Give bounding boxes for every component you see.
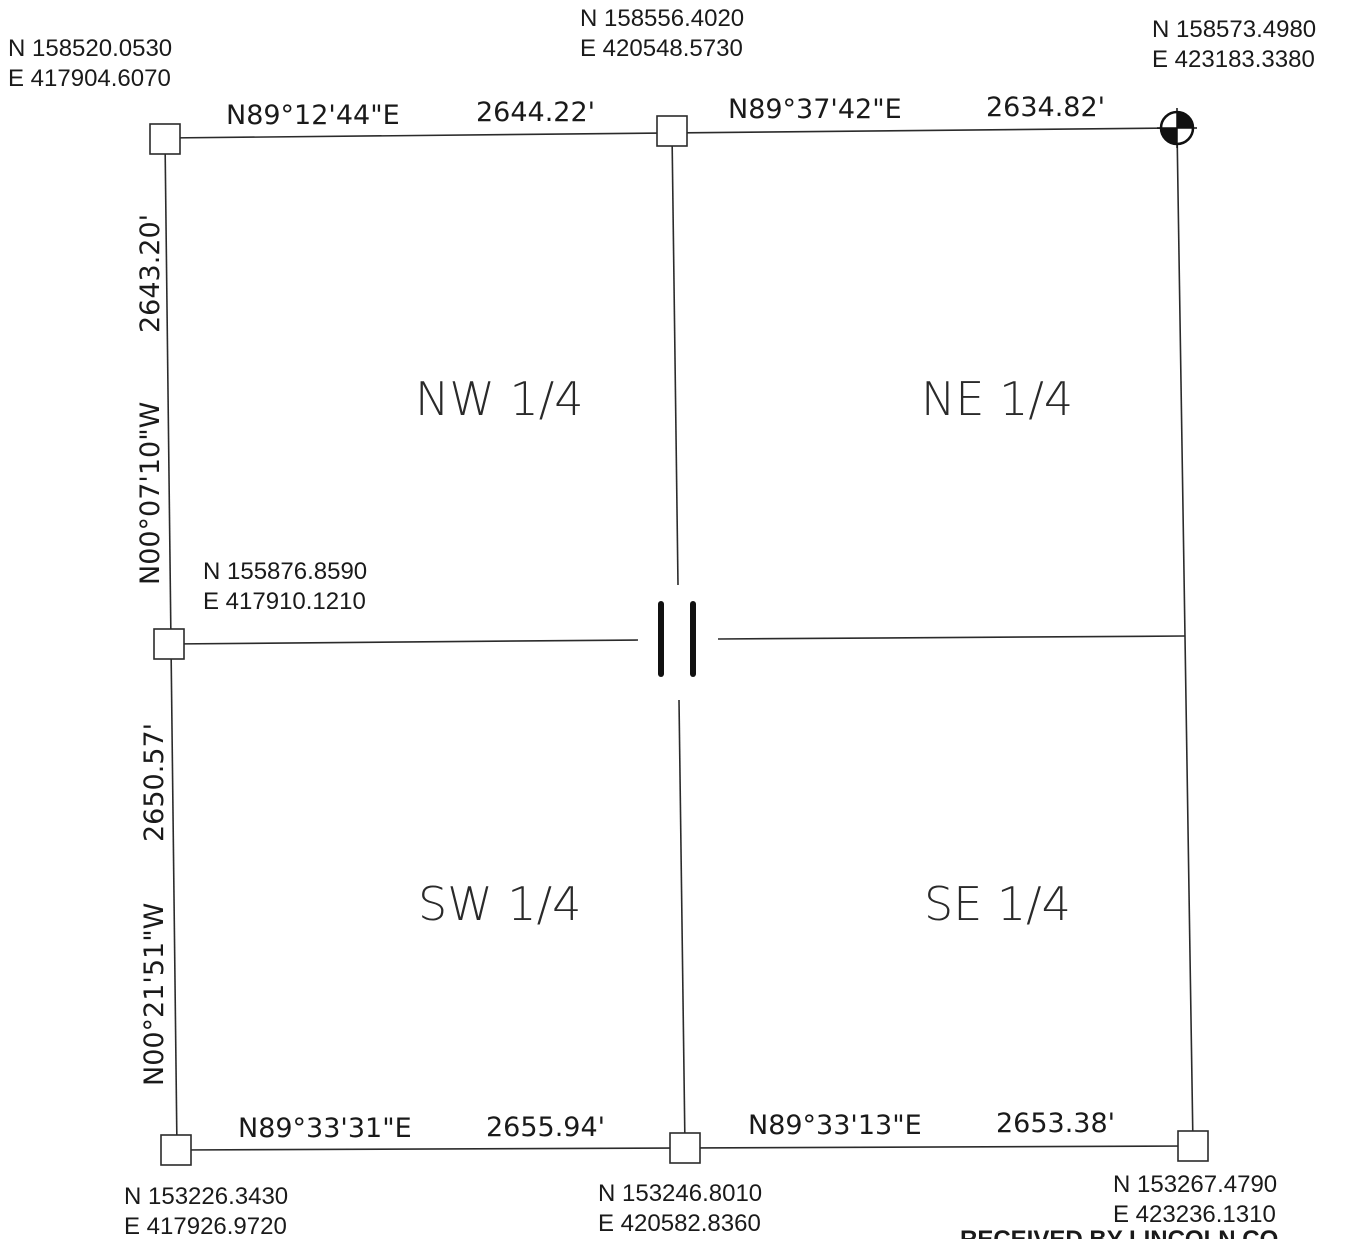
square-monument-icon: [153, 628, 185, 660]
w-quarter-easting: E 417910.1210: [203, 588, 366, 615]
west-north-bearing: N00°07'10"W: [135, 402, 166, 585]
n-quarter-easting: E 420548.5730: [580, 35, 743, 62]
s-quarter-easting: E 420582.8360: [598, 1210, 761, 1237]
south-west-distance: 2655.94': [486, 1112, 605, 1143]
south-east-distance: 2653.38': [996, 1108, 1115, 1139]
midline-south-segment: [678, 699, 686, 1149]
north-east-distance: 2634.82': [986, 92, 1105, 123]
midline-north-segment: [671, 131, 679, 586]
nw-corner-northing: N 158520.0530: [8, 35, 172, 62]
sw-corner-northing: N 153226.3430: [124, 1183, 288, 1210]
square-monument-icon: [669, 1132, 701, 1164]
north-west-bearing: N89°12'44"E: [226, 100, 400, 131]
south-west-bearing: N89°33'31"E: [238, 1113, 412, 1144]
south-east-bearing: N89°33'13"E: [748, 1110, 922, 1141]
s-quarter-northing: N 153246.8010: [598, 1180, 762, 1207]
ne-corner-northing: N 158573.4980: [1152, 16, 1316, 43]
north-east-bearing: N89°37'42"E: [728, 94, 902, 125]
nw-corner-easting: E 417904.6070: [8, 65, 171, 92]
w-quarter-northing: N 155876.8590: [203, 558, 367, 585]
square-monument-icon: [160, 1134, 192, 1166]
section-lines: [164, 127, 1194, 1151]
midline-east-segment: [717, 635, 1186, 640]
west-north-distance: 2643.20': [135, 214, 166, 333]
nw-quarter-label: NW 1/4: [415, 372, 584, 426]
north-west-distance: 2644.22': [476, 97, 595, 128]
west-south-bearing: N00°21'51"W: [139, 903, 170, 1086]
survey-control-point-icon: [1157, 108, 1197, 148]
se-corner-northing: N 153267.4790: [1113, 1171, 1277, 1198]
ne-quarter-label: NE 1/4: [921, 372, 1073, 426]
sw-quarter-label: SW 1/4: [418, 877, 581, 931]
se-corner-easting: E 423236.1310: [1113, 1201, 1276, 1228]
square-monument-icon: [1177, 1130, 1209, 1162]
section-center-marker-icon: [658, 601, 696, 677]
sw-corner-easting: E 417926.9720: [124, 1213, 287, 1239]
square-monument-icon: [149, 123, 181, 155]
west-south-distance: 2650.57': [139, 723, 170, 842]
midline-west-segment: [168, 639, 639, 645]
east-line: [1176, 127, 1194, 1147]
square-monument-icon: [656, 115, 688, 147]
se-quarter-label: SE 1/4: [924, 877, 1071, 931]
ne-corner-easting: E 423183.3380: [1152, 46, 1315, 73]
recording-stamp: RECEIVED BY LINCOLN CO: [960, 1226, 1278, 1239]
n-quarter-northing: N 158556.4020: [580, 5, 744, 32]
